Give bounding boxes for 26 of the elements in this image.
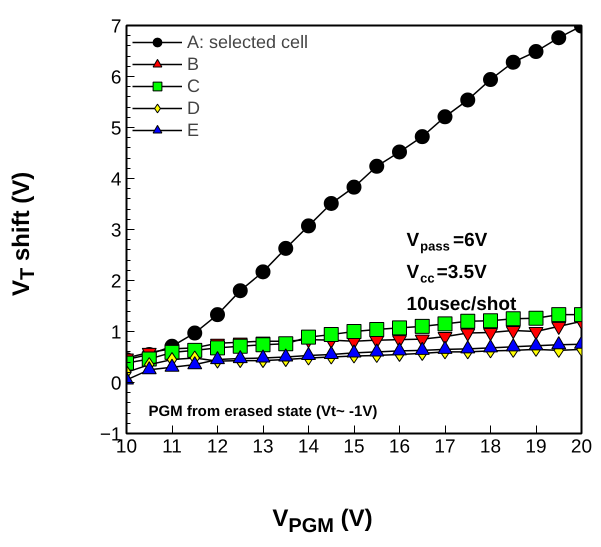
y-tick-label: 0	[110, 374, 122, 394]
y-tick-label: 7	[110, 16, 122, 38]
y-tick-label: 1	[110, 322, 122, 344]
y-tick-label: 4	[110, 170, 122, 190]
legend-label: D	[187, 97, 201, 119]
x-tick-label: 20	[570, 436, 592, 458]
legend-label: E	[187, 119, 200, 141]
x-tick-label: 16	[388, 436, 410, 458]
legend-label: A: selected cell	[187, 31, 308, 53]
y-tick-label: 3	[110, 220, 122, 242]
x-tick-label: 15	[343, 436, 365, 458]
legend-label: C	[187, 75, 201, 97]
x-tick-label: 13	[252, 436, 274, 458]
legend-label: B	[187, 53, 200, 75]
annotation: PGM from erased state (Vt~ -1V)	[148, 403, 378, 420]
x-axis-title: V$_{PGM}$ (V)	[271, 504, 374, 539]
x-tick-label: 18	[480, 436, 502, 458]
y-tick-label: 6	[110, 68, 122, 88]
x-tick-label: 19	[525, 436, 547, 458]
x-tick-label: 12	[206, 436, 228, 458]
annotation: 10usec/shot	[406, 294, 517, 315]
y-tick-label: 5	[110, 118, 122, 140]
x-tick-label: 14	[298, 436, 320, 458]
y-tick-label: 2	[110, 272, 122, 292]
x-tick-label: 11	[162, 436, 182, 458]
x-tick-label: 17	[434, 436, 456, 458]
